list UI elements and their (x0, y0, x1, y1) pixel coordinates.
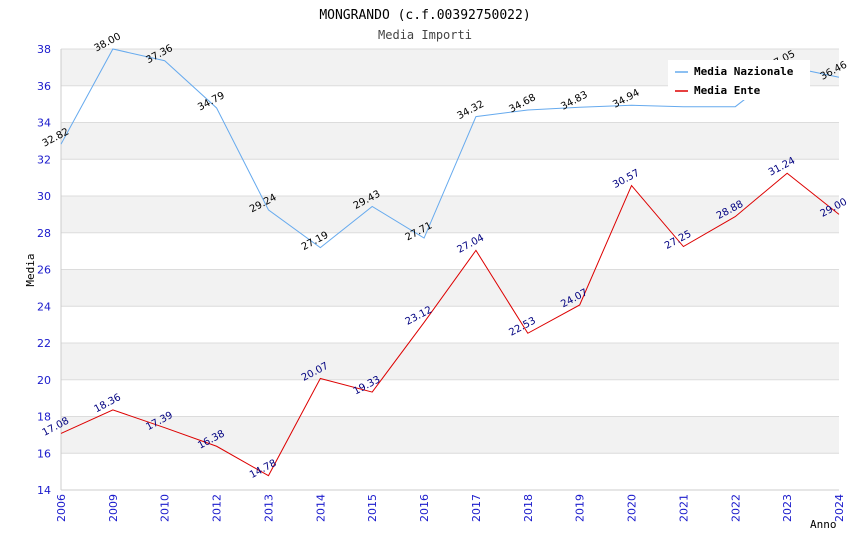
x-tick-label: 2009 (107, 494, 120, 522)
series-line-media-nazionale (60, 48, 840, 249)
x-tick-label: 2024 (833, 494, 846, 522)
x-tick-label: 2023 (781, 494, 794, 522)
y-axis-label: Media (24, 253, 37, 286)
y-tick-label: 16 (37, 447, 51, 460)
x-tick-label: 2012 (211, 494, 224, 522)
x-axis-ticks: 2006 2009 2010 2012 2013 2014 2015 2016 2017 2018… (55, 494, 846, 522)
data-label: 34.68 (507, 92, 537, 115)
series-group (60, 48, 840, 477)
y-tick-label: 26 (37, 264, 51, 277)
data-label: 30.57 (611, 168, 641, 191)
x-axis-label: Anno (810, 518, 837, 531)
y-tick-label: 34 (37, 117, 51, 130)
x-tick-label: 2010 (159, 494, 172, 522)
y-axis-ticks: 14 16 18 20 22 24 26 28 30 32 34 36 38 (37, 43, 51, 497)
legend-label-media-nazionale: Media Nazionale (694, 65, 794, 78)
x-tick-label: 2021 (677, 494, 690, 522)
y-tick-label: 28 (37, 227, 51, 240)
data-label: 27.04 (456, 233, 486, 256)
grid-band (61, 269, 839, 307)
series-line-media-ente (60, 172, 840, 477)
data-label: 22.53 (507, 315, 537, 338)
y-tick-label: 22 (37, 337, 51, 350)
y-tick-label: 30 (37, 190, 51, 203)
grid-band (61, 122, 839, 160)
legend: Media Nazionale Media Ente (668, 60, 810, 100)
y-tick-label: 18 (37, 411, 51, 424)
x-tick-label: 2019 (574, 494, 587, 522)
chart-subtitle: Media Importi (378, 28, 472, 42)
x-tick-label: 2013 (262, 494, 275, 522)
data-label: 23.12 (404, 305, 434, 328)
data-label: 27.19 (300, 230, 330, 253)
grid-band (61, 196, 839, 233)
data-label: 34.83 (559, 89, 589, 112)
x-tick-label: 2020 (626, 494, 639, 522)
legend-label-media-ente: Media Ente (694, 84, 761, 97)
data-label: 34.32 (456, 99, 486, 122)
y-tick-label: 20 (37, 374, 51, 387)
x-tick-label: 2022 (729, 494, 742, 522)
grid-lines (60, 48, 839, 491)
x-tick-label: 2014 (314, 494, 327, 522)
legend-box (668, 60, 810, 100)
data-label: 14.78 (248, 458, 278, 481)
y-tick-label: 14 (37, 484, 51, 497)
y-tick-label: 36 (37, 80, 51, 93)
data-label: 34.94 (611, 87, 641, 110)
x-tick-label: 2018 (522, 494, 535, 522)
y-tick-label: 38 (37, 43, 51, 56)
x-tick-label: 2015 (366, 494, 379, 522)
y-tick-label: 24 (37, 300, 51, 313)
x-tick-label: 2016 (418, 494, 431, 522)
x-tick-label: 2017 (470, 494, 483, 522)
grid-band (61, 343, 839, 380)
y-tick-label: 32 (37, 153, 51, 166)
grid-bands (61, 49, 839, 454)
grid-band (61, 416, 839, 454)
x-tick-label: 2006 (55, 494, 68, 522)
chart-title: MONGRANDO (c.f.00392750022) (319, 8, 530, 23)
